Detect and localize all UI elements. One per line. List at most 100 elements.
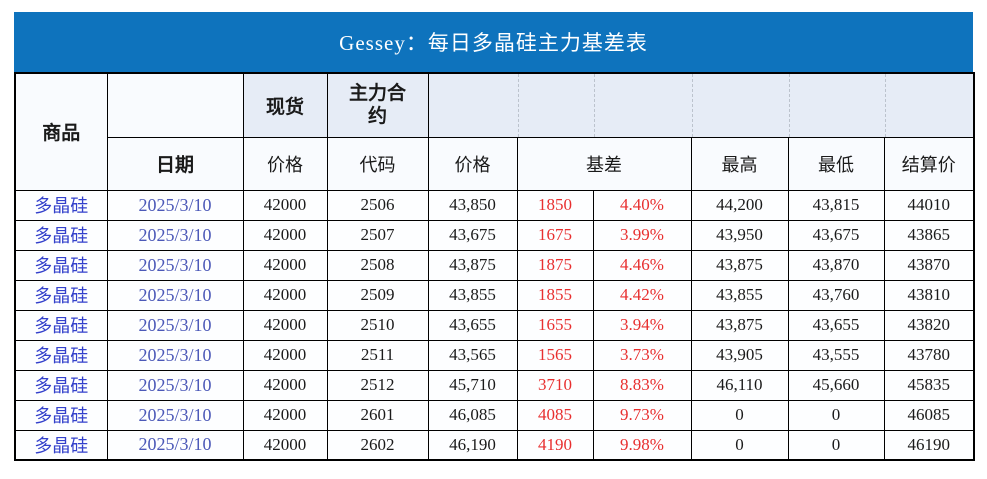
- cell-low: 45,660: [787, 369, 885, 401]
- table-row: 多晶硅 2025/3/10 42000 2507 43,675 1675 3.9…: [14, 219, 975, 251]
- cell-settle-price: 43820: [883, 309, 975, 341]
- dashed-divider: [788, 74, 790, 136]
- cell-spot-price: 42000: [242, 369, 328, 401]
- cell-settle-price: 45835: [883, 369, 975, 401]
- cell-commodity: 多晶硅: [14, 189, 108, 221]
- cell-contract-price: 43,655: [427, 309, 518, 341]
- table-row: 多晶硅 2025/3/10 42000 2509 43,855 1855 4.4…: [14, 279, 975, 311]
- cell-high: 43,875: [690, 249, 789, 281]
- cell-spot-price: 42000: [242, 429, 328, 461]
- header-basis: 基差: [516, 136, 692, 191]
- cell-spot-price: 42000: [242, 309, 328, 341]
- header-spot-price: 价格: [242, 136, 328, 191]
- header-main-contract: 主力合约: [326, 72, 429, 138]
- cell-basis: 4085: [516, 399, 594, 431]
- cell-spot-price: 42000: [242, 219, 328, 251]
- cell-low: 43,815: [787, 189, 885, 221]
- cell-settle-price: 43870: [883, 249, 975, 281]
- table-row: 多晶硅 2025/3/10 42000 2510 43,655 1655 3.9…: [14, 309, 975, 341]
- cell-low: 43,555: [787, 339, 885, 371]
- cell-high: 0: [690, 429, 789, 461]
- cell-low: 0: [787, 429, 885, 461]
- cell-contract-code: 2506: [326, 189, 429, 221]
- cell-commodity: 多晶硅: [14, 219, 108, 251]
- cell-contract-code: 2602: [326, 429, 429, 461]
- table-row: 多晶硅 2025/3/10 42000 2508 43,875 1875 4.4…: [14, 249, 975, 281]
- table-title: Gessey：每日多晶硅主力基差表: [339, 31, 648, 55]
- cell-settle-price: 43780: [883, 339, 975, 371]
- cell-basis-percent: 3.73%: [592, 339, 692, 371]
- cell-contract-price: 43,855: [427, 279, 518, 311]
- cell-date: 2025/3/10: [106, 309, 244, 341]
- cell-settle-price: 44010: [883, 189, 975, 221]
- cell-basis: 1850: [516, 189, 594, 221]
- header-row-sub: 日期 价格 代码 价格 基差 最高 最低 结算价: [15, 136, 975, 191]
- cell-contract-code: 2507: [326, 219, 429, 251]
- table-body: 多晶硅 2025/3/10 42000 2506 43,850 1850 4.4…: [14, 189, 975, 461]
- cell-low: 43,655: [787, 309, 885, 341]
- daily-basis-sheet: Gessey：每日多晶硅主力基差表 商品 现货 主力合约: [14, 12, 975, 461]
- dashed-divider: [517, 74, 519, 136]
- header-merged-region: [427, 72, 975, 138]
- cell-basis: 1875: [516, 249, 594, 281]
- cell-date: 2025/3/10: [106, 399, 244, 431]
- cell-spot-price: 42000: [242, 399, 328, 431]
- cell-commodity: 多晶硅: [14, 279, 108, 311]
- cell-settle-price: 43810: [883, 279, 975, 311]
- cell-contract-price: 46,190: [427, 429, 518, 461]
- table-row: 多晶硅 2025/3/10 42000 2601 46,085 4085 9.7…: [14, 399, 975, 431]
- cell-spot-price: 42000: [242, 249, 328, 281]
- table-row: 多晶硅 2025/3/10 42000 2506 43,850 1850 4.4…: [14, 189, 975, 221]
- cell-spot-price: 42000: [242, 339, 328, 371]
- cell-contract-code: 2511: [326, 339, 429, 371]
- cell-date: 2025/3/10: [106, 429, 244, 461]
- cell-contract-price: 46,085: [427, 399, 518, 431]
- header-settle: 结算价: [883, 136, 975, 191]
- header-code: 代码: [326, 136, 429, 191]
- table-row: 多晶硅 2025/3/10 42000 2512 45,710 3710 8.8…: [14, 369, 975, 401]
- cell-date: 2025/3/10: [106, 249, 244, 281]
- cell-commodity: 多晶硅: [14, 399, 108, 431]
- cell-basis: 4190: [516, 429, 594, 461]
- cell-contract-price: 43,565: [427, 339, 518, 371]
- cell-contract-code: 2509: [326, 279, 429, 311]
- cell-low: 0: [787, 399, 885, 431]
- cell-high: 43,950: [690, 219, 789, 251]
- cell-high: 43,875: [690, 309, 789, 341]
- cell-contract-code: 2601: [326, 399, 429, 431]
- dashed-divider: [691, 74, 693, 136]
- dashed-divider: [884, 74, 886, 136]
- cell-basis-percent: 8.83%: [592, 369, 692, 401]
- header-main-contract-label: 主力合约: [348, 82, 406, 128]
- header-empty-cell: [106, 72, 244, 138]
- cell-basis: 1655: [516, 309, 594, 341]
- cell-high: 43,905: [690, 339, 789, 371]
- cell-spot-price: 42000: [242, 189, 328, 221]
- cell-commodity: 多晶硅: [14, 339, 108, 371]
- cell-settle-price: 43865: [883, 219, 975, 251]
- cell-basis-percent: 3.94%: [592, 309, 692, 341]
- cell-basis-percent: 4.40%: [592, 189, 692, 221]
- cell-basis: 1675: [516, 219, 594, 251]
- cell-commodity: 多晶硅: [14, 369, 108, 401]
- cell-commodity: 多晶硅: [14, 249, 108, 281]
- header-spot: 现货: [242, 72, 328, 138]
- cell-low: 43,870: [787, 249, 885, 281]
- table-row: 多晶硅 2025/3/10 42000 2602 46,190 4190 9.9…: [14, 429, 975, 461]
- cell-date: 2025/3/10: [106, 369, 244, 401]
- cell-low: 43,760: [787, 279, 885, 311]
- cell-commodity: 多晶硅: [14, 429, 108, 461]
- cell-contract-code: 2508: [326, 249, 429, 281]
- cell-commodity: 多晶硅: [14, 309, 108, 341]
- cell-basis-percent: 4.42%: [592, 279, 692, 311]
- cell-low: 43,675: [787, 219, 885, 251]
- cell-contract-price: 43,875: [427, 249, 518, 281]
- cell-basis-percent: 3.99%: [592, 219, 692, 251]
- cell-date: 2025/3/10: [106, 219, 244, 251]
- cell-contract-code: 2512: [326, 369, 429, 401]
- cell-high: 0: [690, 399, 789, 431]
- cell-settle-price: 46190: [883, 429, 975, 461]
- cell-settle-price: 46085: [883, 399, 975, 431]
- cell-date: 2025/3/10: [106, 189, 244, 221]
- cell-high: 43,855: [690, 279, 789, 311]
